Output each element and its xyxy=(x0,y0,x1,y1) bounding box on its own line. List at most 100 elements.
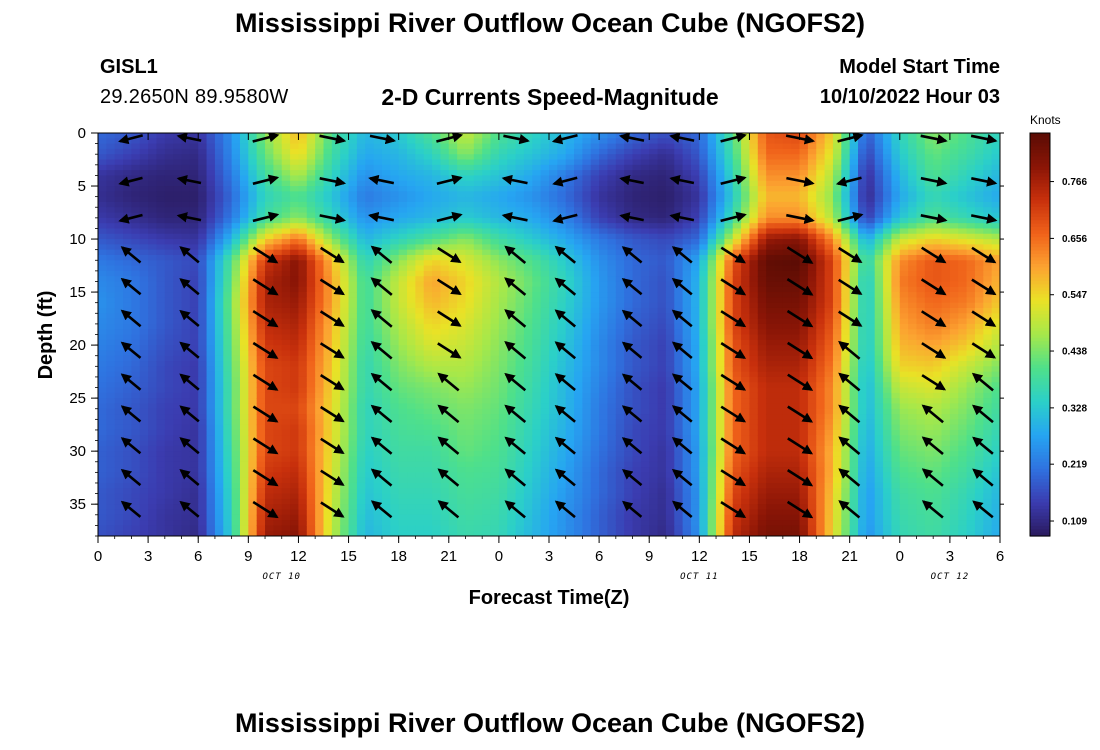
heatmap-cell xyxy=(256,525,266,532)
heatmap-cell xyxy=(599,244,609,251)
heatmap-cell xyxy=(423,334,433,341)
heatmap-cell xyxy=(223,191,233,198)
heatmap-cell xyxy=(239,228,249,235)
heatmap-cell xyxy=(248,313,258,320)
heatmap-cell xyxy=(231,329,241,336)
heatmap-cell xyxy=(156,249,166,256)
heatmap-cell xyxy=(148,148,158,155)
heatmap-cell xyxy=(565,514,575,521)
heatmap-cell xyxy=(482,419,492,426)
heatmap-cell xyxy=(223,530,233,536)
heatmap-cell xyxy=(206,408,216,415)
heatmap-cell xyxy=(248,498,258,505)
heatmap-cell xyxy=(331,371,341,378)
heatmap-cell xyxy=(407,212,416,219)
heatmap-cell xyxy=(306,297,316,304)
heatmap-cell xyxy=(482,345,492,352)
heatmap-cell xyxy=(290,451,300,458)
heatmap-cell xyxy=(290,307,300,314)
heatmap-cell xyxy=(206,329,216,336)
heatmap-cell xyxy=(599,361,609,367)
heatmap-cell xyxy=(365,159,375,166)
heatmap-cell xyxy=(290,392,300,399)
heatmap-cell xyxy=(114,334,124,341)
heatmap-cell xyxy=(590,228,600,235)
heatmap-cell xyxy=(440,180,450,187)
heatmap-cell xyxy=(490,477,500,484)
heatmap-cell xyxy=(498,482,508,489)
heatmap-cell xyxy=(348,307,358,314)
heatmap-cell xyxy=(498,361,508,367)
heatmap-cell xyxy=(465,530,475,536)
heatmap-cell xyxy=(465,408,475,415)
heatmap-cell xyxy=(540,276,550,283)
heatmap-cell xyxy=(373,186,383,192)
heatmap-cell xyxy=(557,323,567,330)
heatmap-cell xyxy=(457,408,467,415)
heatmap-cell xyxy=(198,530,208,536)
heatmap-cell xyxy=(290,302,300,309)
heatmap-cell xyxy=(281,387,291,394)
heatmap-cell xyxy=(532,159,542,166)
heatmap-cell xyxy=(565,249,575,256)
heatmap-cell xyxy=(607,133,617,139)
heatmap-cell xyxy=(98,180,107,187)
heatmap-cell xyxy=(381,260,391,267)
heatmap-cell xyxy=(457,334,467,341)
heatmap-cell xyxy=(599,461,609,468)
heatmap-cell xyxy=(181,355,191,362)
heatmap-cell xyxy=(340,440,350,447)
heatmap-cell xyxy=(515,170,525,177)
heatmap-cell xyxy=(373,154,383,161)
heatmap-cell xyxy=(448,297,458,304)
heatmap-cell xyxy=(323,530,333,536)
heatmap-cell xyxy=(465,504,475,511)
heatmap-cell xyxy=(373,520,383,526)
heatmap-cell xyxy=(356,345,366,352)
heatmap-cell xyxy=(423,233,433,240)
heatmap-cell xyxy=(373,270,383,277)
heatmap-cell xyxy=(582,435,592,442)
heatmap-cell xyxy=(549,276,558,283)
heatmap-cell xyxy=(407,371,416,378)
heatmap-cell xyxy=(473,164,483,171)
heatmap-cell xyxy=(340,445,350,452)
heatmap-cell xyxy=(298,445,308,452)
heatmap-cell xyxy=(565,488,575,495)
heatmap-cell xyxy=(164,504,174,511)
heatmap-cell xyxy=(114,408,124,415)
heatmap-cell xyxy=(148,504,158,511)
heatmap-cell xyxy=(398,429,408,436)
heatmap-cell xyxy=(590,329,600,336)
heatmap-cell xyxy=(540,445,550,452)
heatmap-cell xyxy=(423,260,433,267)
heatmap-cell xyxy=(465,233,475,240)
heatmap-cell xyxy=(515,260,525,267)
heatmap-cell xyxy=(423,138,433,145)
heatmap-cell xyxy=(390,456,400,463)
heatmap-cell xyxy=(223,520,233,526)
heatmap-cell xyxy=(423,376,433,383)
heatmap-cell xyxy=(265,371,274,378)
heatmap-cell xyxy=(298,164,308,171)
heatmap-cell xyxy=(482,392,492,399)
heatmap-cell xyxy=(523,196,533,203)
heatmap-cell xyxy=(348,493,358,500)
heatmap-cell xyxy=(315,212,325,219)
heatmap-cell xyxy=(615,467,625,473)
heatmap-cell xyxy=(214,223,224,230)
heatmap-cell xyxy=(298,525,308,532)
heatmap-cell xyxy=(448,361,458,367)
heatmap-cell xyxy=(515,514,525,521)
heatmap-cell xyxy=(473,451,483,458)
heatmap-cell xyxy=(507,419,517,426)
heatmap-cell xyxy=(523,270,533,277)
heatmap-cell xyxy=(239,212,249,219)
heatmap-cell xyxy=(440,339,450,346)
heatmap-cell xyxy=(248,249,258,256)
heatmap-cell xyxy=(574,164,584,171)
heatmap-cell xyxy=(599,334,609,341)
heatmap-cell xyxy=(465,281,475,288)
heatmap-cell xyxy=(256,361,266,367)
heatmap-cell xyxy=(265,159,274,166)
